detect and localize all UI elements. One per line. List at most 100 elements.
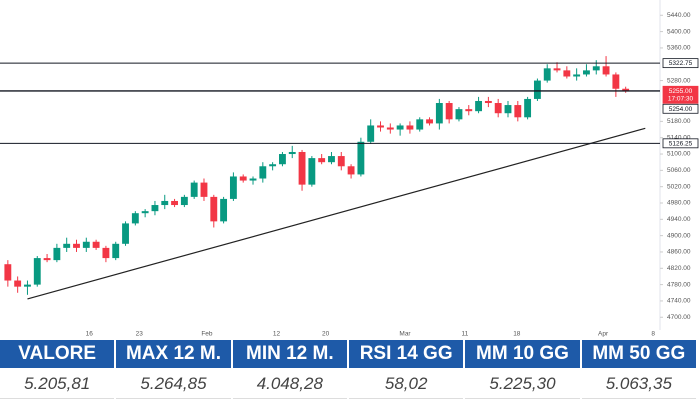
x-tick-label: 23 xyxy=(136,331,144,338)
y-tick-label: 5280.00 xyxy=(667,77,691,84)
y-tick-label: 4980.00 xyxy=(667,200,691,207)
y-tick-label: 4780.00 xyxy=(667,281,691,288)
candle-body xyxy=(269,164,277,167)
candle-body xyxy=(445,103,453,120)
y-tick-label: 4860.00 xyxy=(667,249,691,256)
candle-body xyxy=(53,247,61,261)
candle-body xyxy=(161,200,169,206)
candle-body xyxy=(514,105,522,118)
candle-body xyxy=(92,241,100,248)
candle-body xyxy=(337,156,345,167)
trendline xyxy=(27,127,646,300)
candle-body xyxy=(435,103,443,124)
candle-body xyxy=(524,98,532,118)
candle-body xyxy=(563,70,571,77)
candle-body xyxy=(24,284,31,287)
candle-body xyxy=(573,74,581,77)
candle-body xyxy=(494,103,502,114)
y-tick-label: 5440.00 xyxy=(667,12,691,19)
candle-body xyxy=(543,68,551,81)
candle-body xyxy=(229,176,237,199)
y-tick-label: 5060.00 xyxy=(667,167,691,174)
candle-body xyxy=(622,88,630,91)
candle-body xyxy=(396,125,404,130)
value-row: 5.205,81 5.264,85 4.048,28 58,02 5.225,30 5.0… xyxy=(0,370,696,399)
candle-body xyxy=(288,151,296,155)
price-label: 5126.25 xyxy=(669,140,693,147)
candle-body xyxy=(210,196,218,222)
candle-body xyxy=(4,264,12,281)
candle-body xyxy=(377,125,384,128)
candle-body xyxy=(612,74,620,89)
candle-body xyxy=(406,125,414,130)
y-tick-label: 5140.00 xyxy=(667,134,691,141)
chart: 4700.00 4740.00 4780.00 4820.00 4860.00 4900.… xyxy=(0,0,699,338)
y-tick-label: 4700.00 xyxy=(667,314,691,321)
candle-body xyxy=(82,241,90,248)
y-tick-label: 4740.00 xyxy=(667,298,691,305)
candle-body xyxy=(583,70,590,75)
candle-body xyxy=(43,258,51,261)
candle-body xyxy=(386,127,394,130)
candle-body xyxy=(220,198,228,222)
candle-body xyxy=(367,125,375,142)
x-tick-label: 8 xyxy=(651,331,655,338)
price-label-box xyxy=(662,85,699,104)
x-tick-label: 20 xyxy=(322,331,330,338)
candle-body xyxy=(426,119,433,124)
column-header: VALORE xyxy=(0,340,115,368)
candle-body xyxy=(73,243,80,248)
y-tick-label: 4820.00 xyxy=(667,265,691,272)
y-tick-label: 5180.00 xyxy=(667,118,691,125)
column-header: MAX 12 M. xyxy=(116,340,231,368)
header-row: VALORE MAX 12 M. MIN 12 M. RSI 14 GG MM 10 G… xyxy=(0,340,696,368)
price-label: 5254.00 xyxy=(669,106,693,113)
stat-value: 4.048,28 xyxy=(232,370,347,399)
candle-body xyxy=(190,182,198,197)
candle-body xyxy=(180,196,188,206)
candle-body xyxy=(171,200,178,206)
candle-body xyxy=(484,100,492,104)
stat-value: 5.225,30 xyxy=(465,370,580,399)
candle-body xyxy=(112,243,120,259)
x-tick-label: Mar xyxy=(399,331,411,338)
candle-body xyxy=(259,166,267,179)
candle-body xyxy=(308,158,316,185)
candle-body xyxy=(475,100,483,112)
candle-body xyxy=(553,68,561,71)
price-label-box xyxy=(662,138,699,149)
column-header: MM 10 GG xyxy=(465,340,580,368)
candle-body xyxy=(465,109,473,112)
price-label-box xyxy=(662,103,699,114)
stat-value: 5.063,35 xyxy=(581,370,696,399)
candle-body xyxy=(102,247,110,259)
candle-body xyxy=(141,211,149,214)
y-tick-label: 5020.00 xyxy=(667,183,691,190)
candle-body xyxy=(347,166,355,175)
candle-body xyxy=(131,213,139,224)
candle-body xyxy=(416,119,424,130)
stat-value: 58,02 xyxy=(348,370,464,399)
candle-body xyxy=(249,178,257,181)
candle-body xyxy=(63,243,71,248)
stats-table: VALORE MAX 12 M. MIN 12 M. RSI 14 GG MM 10 G… xyxy=(0,338,698,401)
column-header: MIN 12 M. xyxy=(232,340,347,368)
candle-body xyxy=(602,66,610,75)
y-tick-label: 4940.00 xyxy=(667,216,691,223)
candle-body xyxy=(455,109,463,120)
candle-body xyxy=(122,223,129,244)
candle-body xyxy=(533,80,541,99)
price-label: 5322.75 xyxy=(669,60,693,67)
price-label: 5255.00 xyxy=(669,88,693,95)
column-header: MM 50 GG xyxy=(581,340,696,368)
x-tick-label: 16 xyxy=(86,331,94,338)
y-tick-label: 5360.00 xyxy=(667,45,691,52)
candle-body xyxy=(14,280,22,287)
candle-body xyxy=(357,141,365,175)
y-tick-label: 4900.00 xyxy=(667,232,691,239)
y-tick-label: 5400.00 xyxy=(667,28,691,35)
x-tick-label: 12 xyxy=(273,331,281,338)
countdown: 17:07:30 xyxy=(668,95,694,102)
candle-body xyxy=(151,205,159,212)
